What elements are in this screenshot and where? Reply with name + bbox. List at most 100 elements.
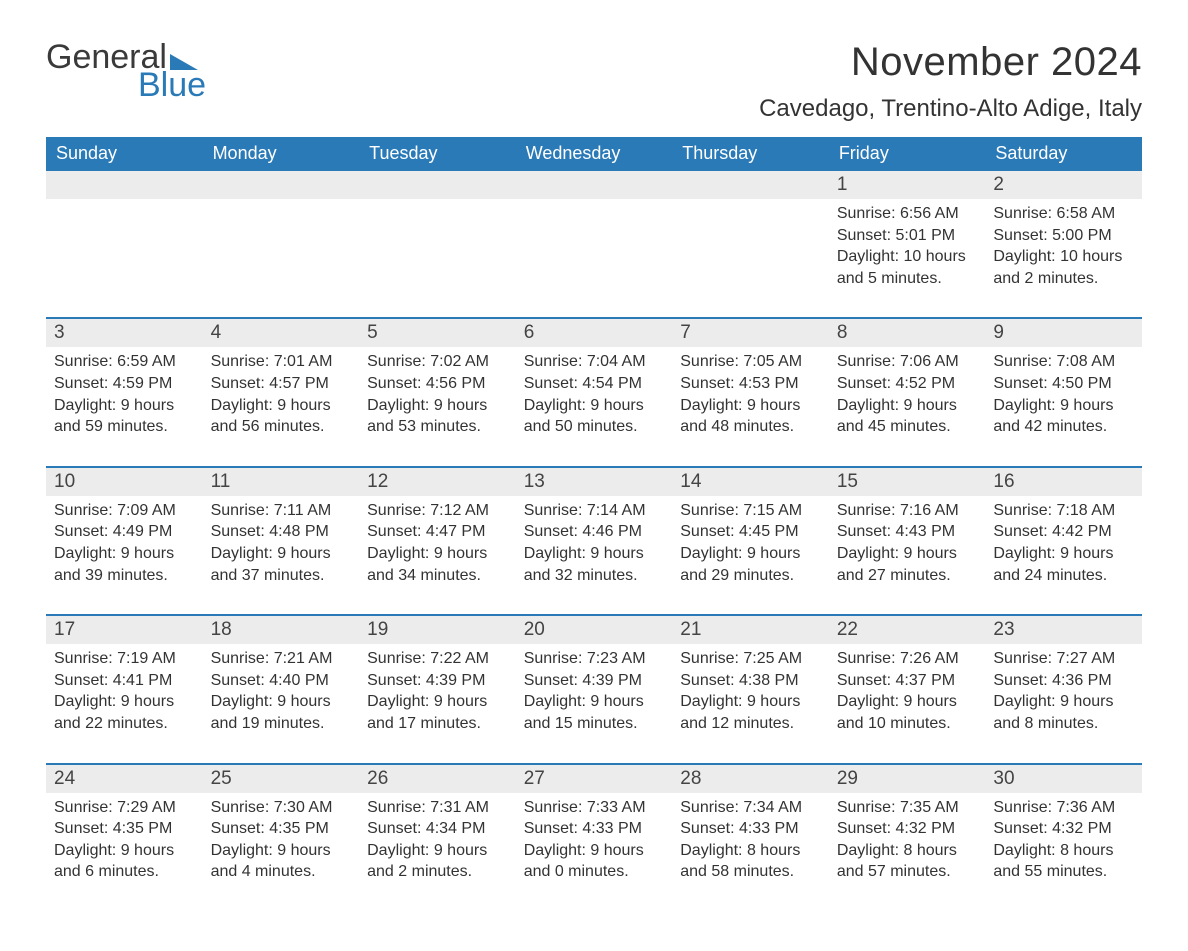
sunrise-line: Sunrise: 7:02 AM xyxy=(367,351,508,373)
sunrise-line: Sunrise: 7:04 AM xyxy=(524,351,665,373)
sunrise-line: Sunrise: 6:59 AM xyxy=(54,351,195,373)
calendar-cell: 3 Sunrise: 6:59 AMSunset: 4:59 PMDaylight… xyxy=(46,318,203,466)
calendar-cell: 4 Sunrise: 7:01 AMSunset: 4:57 PMDaylight… xyxy=(203,318,360,466)
day-number: 2 xyxy=(985,171,1142,199)
day-number: 8 xyxy=(829,319,986,347)
daylight-line: Daylight: 10 hours and 5 minutes. xyxy=(837,246,978,289)
calendar-week-row: 10Sunrise: 7:09 AMSunset: 4:49 PMDayligh… xyxy=(46,467,1142,615)
calendar-cell: 22Sunrise: 7:26 AMSunset: 4:37 PMDayligh… xyxy=(829,615,986,763)
day-details: Sunrise: 7:08 AMSunset: 4:50 PMDaylight:… xyxy=(993,351,1134,437)
calendar-cell xyxy=(203,171,360,318)
day-number: 16 xyxy=(985,468,1142,496)
sunrise-line: Sunrise: 7:34 AM xyxy=(680,797,821,819)
calendar-week-row: 1Sunrise: 6:56 AMSunset: 5:01 PMDaylight… xyxy=(46,171,1142,318)
daylight-line: Daylight: 9 hours and 59 minutes. xyxy=(54,395,195,438)
weekday-header: Thursday xyxy=(672,137,829,171)
day-details: Sunrise: 7:01 AMSunset: 4:57 PMDaylight:… xyxy=(211,351,352,437)
calendar-cell: 6 Sunrise: 7:04 AMSunset: 4:54 PMDaylight… xyxy=(516,318,673,466)
day-number: 18 xyxy=(203,616,360,644)
sunrise-line: Sunrise: 7:15 AM xyxy=(680,500,821,522)
day-number: 26 xyxy=(359,765,516,793)
sunset-line: Sunset: 4:46 PM xyxy=(524,521,665,543)
sunset-line: Sunset: 4:34 PM xyxy=(367,818,508,840)
day-details: Sunrise: 7:19 AMSunset: 4:41 PMDaylight:… xyxy=(54,648,195,734)
sunrise-line: Sunrise: 7:14 AM xyxy=(524,500,665,522)
day-number: 25 xyxy=(203,765,360,793)
day-number: 28 xyxy=(672,765,829,793)
sunset-line: Sunset: 4:42 PM xyxy=(993,521,1134,543)
calendar-cell: 15Sunrise: 7:16 AMSunset: 4:43 PMDayligh… xyxy=(829,467,986,615)
calendar-cell: 5Sunrise: 7:02 AMSunset: 4:56 PMDaylight… xyxy=(359,318,516,466)
calendar-cell: 12Sunrise: 7:12 AMSunset: 4:47 PMDayligh… xyxy=(359,467,516,615)
day-details: Sunrise: 7:29 AMSunset: 4:35 PMDaylight:… xyxy=(54,797,195,883)
sunrise-line: Sunrise: 7:16 AM xyxy=(837,500,978,522)
day-number: 7 xyxy=(672,319,829,347)
day-details: Sunrise: 7:02 AMSunset: 4:56 PMDaylight:… xyxy=(367,351,508,437)
weekday-header: Sunday xyxy=(46,137,203,171)
calendar-body: 1Sunrise: 6:56 AMSunset: 5:01 PMDaylight… xyxy=(46,171,1142,911)
day-number: 3 xyxy=(46,319,203,347)
weekday-header: Monday xyxy=(203,137,360,171)
sunset-line: Sunset: 4:40 PM xyxy=(211,670,352,692)
day-number: 23 xyxy=(985,616,1142,644)
sunset-line: Sunset: 4:43 PM xyxy=(837,521,978,543)
day-number xyxy=(516,171,673,199)
day-details: Sunrise: 7:16 AMSunset: 4:43 PMDaylight:… xyxy=(837,500,978,586)
daylight-line: Daylight: 9 hours and 42 minutes. xyxy=(993,395,1134,438)
location-subtitle: Cavedago, Trentino-Alto Adige, Italy xyxy=(759,95,1142,123)
daylight-line: Daylight: 9 hours and 53 minutes. xyxy=(367,395,508,438)
daylight-line: Daylight: 8 hours and 57 minutes. xyxy=(837,840,978,883)
sunset-line: Sunset: 4:39 PM xyxy=(367,670,508,692)
calendar-cell: 17Sunrise: 7:19 AMSunset: 4:41 PMDayligh… xyxy=(46,615,203,763)
calendar-cell: 2 Sunrise: 6:58 AMSunset: 5:00 PMDaylight… xyxy=(985,171,1142,318)
day-details: Sunrise: 7:21 AMSunset: 4:40 PMDaylight:… xyxy=(211,648,352,734)
logo: General Blue xyxy=(46,40,206,102)
sunrise-line: Sunrise: 7:27 AM xyxy=(993,648,1134,670)
daylight-line: Daylight: 9 hours and 0 minutes. xyxy=(524,840,665,883)
day-details: Sunrise: 7:04 AMSunset: 4:54 PMDaylight:… xyxy=(524,351,665,437)
sunrise-line: Sunrise: 7:36 AM xyxy=(993,797,1134,819)
calendar-cell: 30Sunrise: 7:36 AMSunset: 4:32 PMDayligh… xyxy=(985,764,1142,911)
sunset-line: Sunset: 4:35 PM xyxy=(54,818,195,840)
day-details: Sunrise: 7:30 AMSunset: 4:35 PMDaylight:… xyxy=(211,797,352,883)
sunrise-line: Sunrise: 7:23 AM xyxy=(524,648,665,670)
calendar-cell: 29Sunrise: 7:35 AMSunset: 4:32 PMDayligh… xyxy=(829,764,986,911)
daylight-line: Daylight: 9 hours and 50 minutes. xyxy=(524,395,665,438)
daylight-line: Daylight: 10 hours and 2 minutes. xyxy=(993,246,1134,289)
day-details: Sunrise: 7:11 AMSunset: 4:48 PMDaylight:… xyxy=(211,500,352,586)
day-details: Sunrise: 7:25 AMSunset: 4:38 PMDaylight:… xyxy=(680,648,821,734)
daylight-line: Daylight: 9 hours and 24 minutes. xyxy=(993,543,1134,586)
sunset-line: Sunset: 4:57 PM xyxy=(211,373,352,395)
day-number: 9 xyxy=(985,319,1142,347)
day-details: Sunrise: 7:27 AMSunset: 4:36 PMDaylight:… xyxy=(993,648,1134,734)
day-details: Sunrise: 6:58 AMSunset: 5:00 PMDaylight:… xyxy=(993,203,1134,289)
day-number: 21 xyxy=(672,616,829,644)
day-number: 4 xyxy=(203,319,360,347)
day-number: 6 xyxy=(516,319,673,347)
weekday-header: Friday xyxy=(829,137,986,171)
sunrise-line: Sunrise: 7:08 AM xyxy=(993,351,1134,373)
sunset-line: Sunset: 4:50 PM xyxy=(993,373,1134,395)
daylight-line: Daylight: 9 hours and 6 minutes. xyxy=(54,840,195,883)
day-details: Sunrise: 7:15 AMSunset: 4:45 PMDaylight:… xyxy=(680,500,821,586)
day-details: Sunrise: 7:33 AMSunset: 4:33 PMDaylight:… xyxy=(524,797,665,883)
sunrise-line: Sunrise: 7:33 AM xyxy=(524,797,665,819)
sunrise-line: Sunrise: 6:58 AM xyxy=(993,203,1134,225)
daylight-line: Daylight: 9 hours and 10 minutes. xyxy=(837,691,978,734)
daylight-line: Daylight: 9 hours and 48 minutes. xyxy=(680,395,821,438)
day-number xyxy=(359,171,516,199)
daylight-line: Daylight: 9 hours and 27 minutes. xyxy=(837,543,978,586)
calendar-cell: 11Sunrise: 7:11 AMSunset: 4:48 PMDayligh… xyxy=(203,467,360,615)
calendar-week-row: 3 Sunrise: 6:59 AMSunset: 4:59 PMDaylight… xyxy=(46,318,1142,466)
day-details: Sunrise: 6:59 AMSunset: 4:59 PMDaylight:… xyxy=(54,351,195,437)
day-number: 29 xyxy=(829,765,986,793)
sunset-line: Sunset: 4:41 PM xyxy=(54,670,195,692)
daylight-line: Daylight: 9 hours and 29 minutes. xyxy=(680,543,821,586)
day-number: 19 xyxy=(359,616,516,644)
sunrise-line: Sunrise: 7:18 AM xyxy=(993,500,1134,522)
sunrise-line: Sunrise: 7:05 AM xyxy=(680,351,821,373)
day-number xyxy=(203,171,360,199)
sunset-line: Sunset: 4:32 PM xyxy=(993,818,1134,840)
sunrise-line: Sunrise: 7:19 AM xyxy=(54,648,195,670)
calendar-cell xyxy=(516,171,673,318)
